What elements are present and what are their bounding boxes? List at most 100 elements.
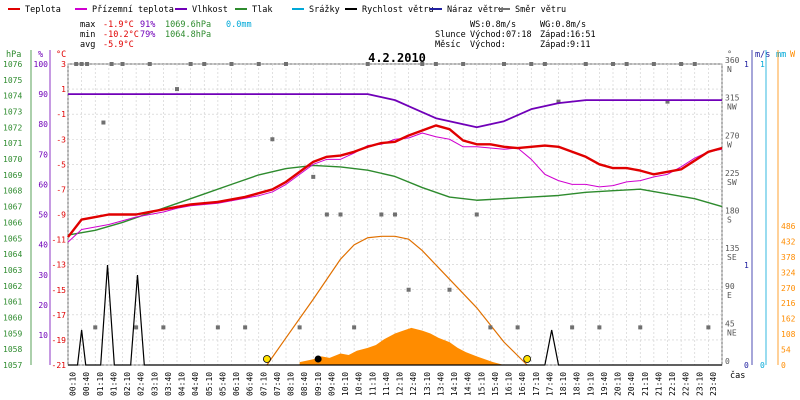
dir-tick-deg: 180 — [725, 207, 740, 216]
time-tick-label: 03:10 — [150, 372, 159, 396]
solar-tick: 324 — [781, 268, 796, 277]
wind-tick: 1 — [744, 60, 749, 69]
sun-set: 16:51 — [570, 30, 596, 40]
hum-tick: 60 — [38, 180, 48, 189]
legend-label: Přízemní teplota — [92, 5, 174, 15]
press-tick: 1072 — [3, 123, 22, 132]
time-tick-label: 23:10 — [695, 372, 704, 396]
solar-tick: 108 — [781, 330, 796, 339]
chart-title: 4.2.2010 — [368, 51, 426, 65]
line-series — [67, 93, 723, 243]
stats-max-rain: 0.0mm — [226, 20, 252, 30]
time-tick-label: 12:40 — [409, 372, 418, 396]
wind-direction-point — [147, 62, 152, 66]
hum-tick: 90 — [38, 90, 48, 99]
wind-direction-point — [638, 325, 643, 330]
time-axis: 00:10 00:40 01:10 01:40 02:10 02:40 03:10 03:40… — [69, 372, 718, 396]
hum-tick: 20 — [38, 301, 48, 310]
wind-direction-point — [79, 62, 84, 66]
wind-direction-point — [597, 325, 602, 330]
time-tick-label: 16:10 — [505, 372, 514, 396]
time-tick-label: 00:40 — [82, 372, 91, 396]
solar-theoretical-line — [266, 235, 528, 366]
time-tick-label: 01:10 — [96, 372, 105, 396]
wind-direction-point — [529, 62, 534, 66]
solar-series — [266, 235, 528, 366]
solar-measured-area — [299, 327, 504, 365]
time-tick-label: 15:40 — [491, 372, 500, 396]
legend-label: Tlak — [252, 5, 272, 15]
wind-direction-point — [406, 287, 411, 292]
stats-min-temp: -10.2°C — [103, 30, 139, 40]
ground-temperature-line — [67, 132, 723, 243]
time-tick-label: 19:40 — [600, 372, 609, 396]
time-tick-label: 12:10 — [396, 372, 405, 396]
press-tick: 1062 — [3, 282, 22, 291]
press-tick: 1075 — [3, 76, 22, 85]
stats-min-label: min — [80, 30, 95, 40]
time-tick-label: 02:40 — [137, 372, 146, 396]
stats-avg-label: avg — [80, 40, 95, 50]
hum-tick: 100 — [34, 60, 49, 69]
temp-tick: -17 — [52, 311, 67, 320]
time-tick-label: 18:40 — [573, 372, 582, 396]
time-tick-label: 02:10 — [123, 372, 132, 396]
wind-direction-point — [74, 62, 79, 66]
wind-direction-point — [651, 62, 656, 66]
legend-label: Srážky — [309, 5, 340, 15]
wind-direction-point — [93, 325, 98, 330]
press-tick: 1068 — [3, 187, 22, 196]
solar-unit: W — [790, 50, 796, 60]
dir-tick-deg: 270 — [725, 131, 740, 140]
dir-tick-label: SE — [727, 253, 737, 262]
wind-tick: 0 — [744, 361, 749, 370]
solar-tick: 216 — [781, 299, 796, 308]
wind-direction-point — [515, 325, 520, 330]
legend-label: Směr větru — [515, 5, 566, 15]
time-tick-label: 14:40 — [464, 372, 473, 396]
press-tick: 1060 — [3, 313, 22, 322]
temp-unit: °C — [56, 50, 66, 60]
wind-direction-point — [447, 287, 452, 292]
temp-tick: -11 — [52, 236, 67, 245]
press-tick: 1067 — [3, 203, 22, 212]
wind-direction-point — [706, 325, 711, 330]
sun-rise: 07:18 — [506, 30, 532, 40]
wind-tick: 1 — [744, 261, 749, 270]
dir-tick-label: N — [727, 65, 732, 74]
time-tick-label: 05:40 — [218, 372, 227, 396]
hum-tick: 50 — [38, 211, 48, 220]
wind-direction-point — [556, 99, 561, 104]
wind-direction-point — [570, 325, 575, 330]
axis-units: hPa % °C ° m/s mm W — [6, 50, 796, 60]
wind-direction-point — [474, 212, 479, 217]
legend-label: Teplota — [25, 5, 61, 15]
press-unit: hPa — [6, 50, 21, 60]
time-tick-label: 09:40 — [327, 372, 336, 396]
time-tick-label: 21:40 — [654, 372, 663, 396]
wind-speed-series — [68, 264, 722, 366]
time-tick-label: 07:10 — [259, 372, 268, 396]
temp-tick: -5 — [56, 160, 66, 169]
time-tick-label: 04:40 — [191, 372, 200, 396]
time-tick-label: 07:40 — [273, 372, 282, 396]
hum-tick: 70 — [38, 150, 48, 159]
wind-direction-point — [461, 62, 466, 66]
rain-tick: 0 — [760, 361, 765, 370]
time-axis-label: čas — [730, 370, 745, 381]
dir-tick-deg: 225 — [725, 169, 740, 178]
press-tick: 1064 — [3, 250, 22, 259]
time-tick-label: 22:10 — [668, 372, 677, 396]
hum-tick: 30 — [38, 271, 48, 280]
dir-tick-deg: 90 — [725, 282, 735, 291]
press-tick: 1061 — [3, 298, 22, 307]
wind-direction-point — [101, 120, 106, 125]
time-tick-label: 08:40 — [300, 372, 309, 396]
time-tick-label: 20:10 — [614, 372, 623, 396]
wind-direction-point — [542, 62, 547, 66]
press-tick: 1059 — [3, 329, 22, 338]
wind-direction-point — [624, 62, 629, 66]
wind-direction-point — [365, 62, 370, 66]
press-tick: 1058 — [3, 345, 22, 354]
